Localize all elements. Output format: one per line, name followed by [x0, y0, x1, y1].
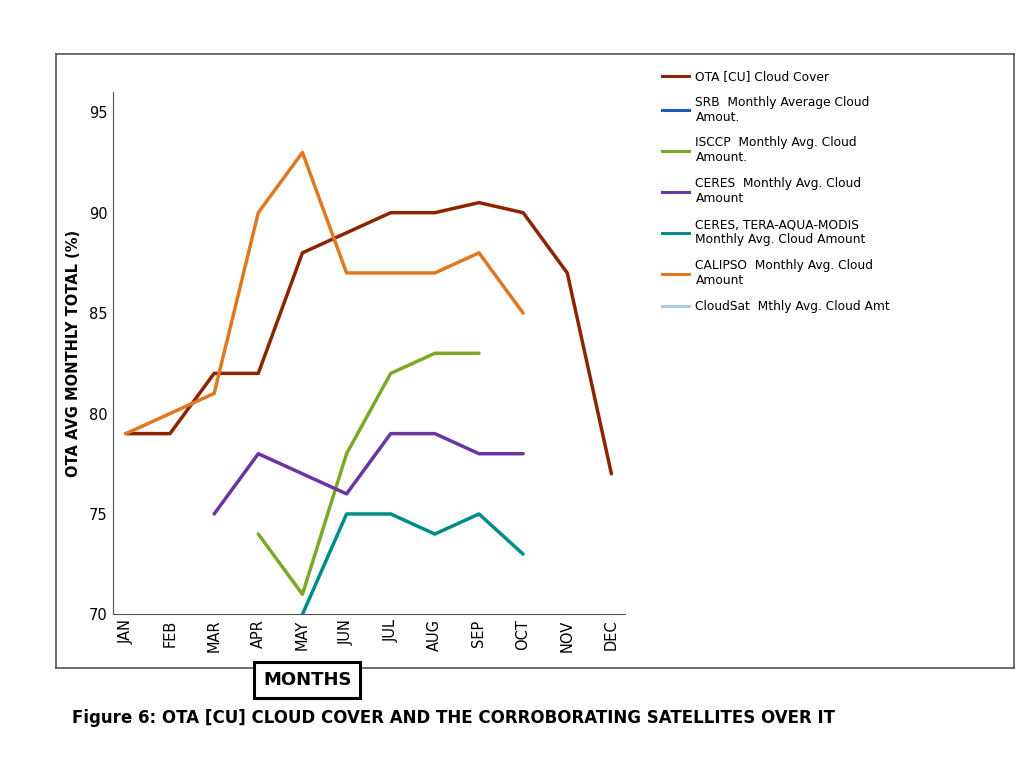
- Y-axis label: OTA AVG MONTHLY TOTAL (%): OTA AVG MONTHLY TOTAL (%): [66, 230, 81, 477]
- Text: MONTHS: MONTHS: [263, 670, 351, 689]
- Text: Figure 6: OTA [CU] CLOUD COVER AND THE CORROBORATING SATELLITES OVER IT: Figure 6: OTA [CU] CLOUD COVER AND THE C…: [72, 709, 835, 727]
- Legend: OTA [CU] Cloud Cover, SRB  Monthly Average Cloud
Amout., ISCCP  Monthly Avg. Clo: OTA [CU] Cloud Cover, SRB Monthly Averag…: [656, 64, 896, 319]
